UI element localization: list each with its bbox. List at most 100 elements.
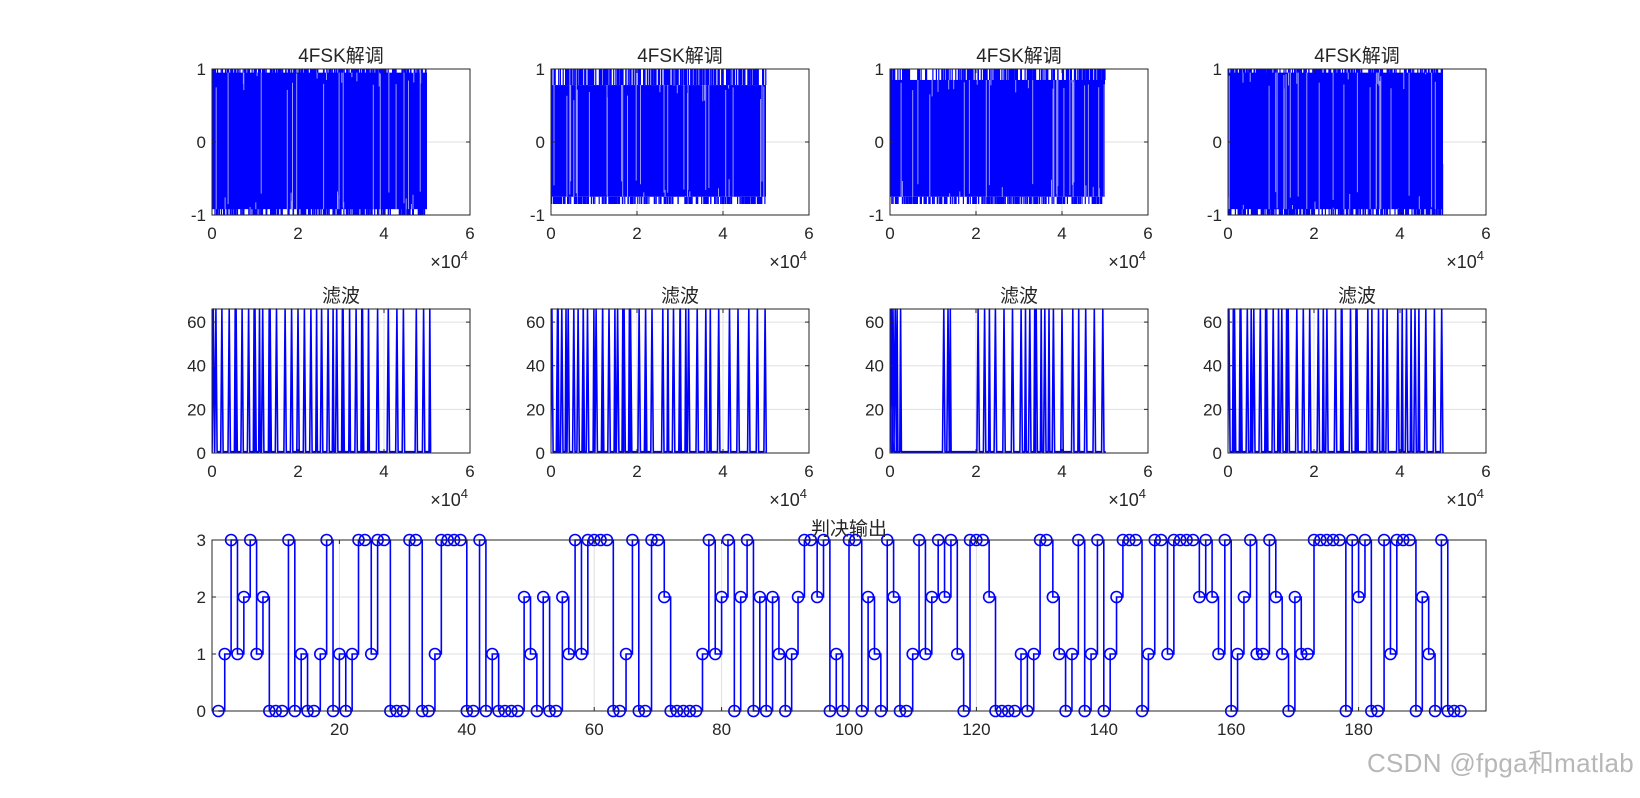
x-exponent-label: ×104 xyxy=(769,486,807,510)
signal-trace xyxy=(890,69,1106,205)
x-tick-label: 6 xyxy=(1143,224,1152,243)
y-tick-label: 1 xyxy=(536,60,545,79)
decision-marker xyxy=(1052,647,1066,661)
decision-marker xyxy=(772,647,786,661)
decision-marker xyxy=(1142,647,1155,661)
x-exponent-label: ×104 xyxy=(769,248,807,272)
subplot-title: 滤波 xyxy=(322,285,360,307)
decision-marker xyxy=(1110,590,1123,604)
decision-marker xyxy=(524,647,537,661)
x-tick-label: 0 xyxy=(885,224,894,243)
signal-trace xyxy=(212,69,427,215)
decision-marker xyxy=(556,590,569,604)
decision-marker xyxy=(766,590,779,604)
x-tick-label: 6 xyxy=(1481,462,1490,481)
data-layer xyxy=(212,69,427,215)
x-exponent-label: ×104 xyxy=(1108,486,1146,510)
x-exponent-label: ×104 xyxy=(1446,486,1484,510)
y-tick-label: -1 xyxy=(869,206,884,225)
axes-box xyxy=(550,308,810,454)
y-tick-label: 3 xyxy=(197,531,206,550)
x-tick-label: 0 xyxy=(207,224,216,243)
x-tick-label: 0 xyxy=(885,462,894,481)
decision-marker xyxy=(1084,647,1098,661)
decision-marker xyxy=(906,647,920,661)
y-tick-label: 0 xyxy=(875,133,884,152)
decision-marker xyxy=(938,590,951,604)
axes-box xyxy=(211,308,471,454)
x-tick-label: 4 xyxy=(379,224,388,243)
decision-marker xyxy=(1193,590,1206,604)
x-tick-label: 6 xyxy=(804,224,813,243)
subplot-title: 4FSK解调 xyxy=(1314,45,1400,67)
x-tick-label: 0 xyxy=(546,224,555,243)
x-exponent-label: ×104 xyxy=(430,486,468,510)
y-tick-label: 1 xyxy=(1213,60,1222,79)
y-tick-label: -1 xyxy=(1207,206,1222,225)
y-tick-label: 20 xyxy=(865,400,884,419)
axes-box xyxy=(1227,308,1487,454)
y-tick-label: -1 xyxy=(530,206,545,225)
plot-area xyxy=(890,309,1148,453)
decision-marker xyxy=(218,647,232,661)
subplot-9: 20 40 60 80 100 120 140 160 180 0 1 2 3 判决输出 xyxy=(197,518,1487,739)
decision-marker xyxy=(1275,647,1289,661)
decision-marker xyxy=(313,647,327,661)
decision-marker xyxy=(485,647,499,661)
axes-box xyxy=(889,308,1149,454)
decision-marker xyxy=(1027,647,1041,661)
decision-marker xyxy=(861,590,875,604)
x-tick-label: 2 xyxy=(971,462,980,481)
decision-marker xyxy=(1422,647,1435,661)
x-tick-label: 4 xyxy=(1057,224,1066,243)
decision-marker xyxy=(1231,647,1244,661)
x-tick-label: 0 xyxy=(1223,224,1232,243)
x-exponent-label: ×104 xyxy=(1446,248,1484,272)
decision-marker xyxy=(575,647,588,661)
decision-marker xyxy=(237,590,251,604)
decision-marker xyxy=(1416,590,1429,604)
decision-marker xyxy=(753,590,767,604)
x-exponent-label: ×104 xyxy=(1108,248,1146,272)
x-tick-label: 60 xyxy=(585,720,604,739)
x-tick-label: 4 xyxy=(718,224,727,243)
signal-texture xyxy=(553,85,765,197)
y-tick-label: 60 xyxy=(526,313,545,332)
decision-marker xyxy=(250,647,263,661)
x-tick-label: 6 xyxy=(804,462,813,481)
y-tick-label: 0 xyxy=(197,702,206,721)
decision-marker xyxy=(333,647,346,661)
subplot-title: 滤波 xyxy=(1338,285,1376,307)
x-tick-label: 4 xyxy=(1057,462,1066,481)
decision-marker xyxy=(919,647,932,661)
decision-marker xyxy=(1212,647,1225,661)
decision-marker xyxy=(708,647,722,661)
x-tick-label: 0 xyxy=(207,462,216,481)
subplot-title: 判决输出 xyxy=(811,518,887,540)
filtered-signal xyxy=(890,308,1106,453)
x-tick-label: 2 xyxy=(1309,224,1318,243)
decision-marker xyxy=(562,647,576,661)
decision-marker xyxy=(256,590,270,604)
x-tick-label: 40 xyxy=(457,720,476,739)
x-tick-label: 2 xyxy=(632,224,641,243)
decision-marker xyxy=(982,590,996,604)
decision-marker xyxy=(1103,647,1117,661)
decision-marker xyxy=(517,590,531,604)
decision-marker xyxy=(785,647,798,661)
x-tick-label: 2 xyxy=(293,224,302,243)
filtered-signal xyxy=(1228,308,1444,453)
signal-texture xyxy=(215,72,422,210)
y-tick-label: 0 xyxy=(875,444,884,463)
x-tick-label: 4 xyxy=(1395,462,1404,481)
decision-marker xyxy=(734,590,748,604)
decision-marker xyxy=(868,647,881,661)
decision-marker xyxy=(696,647,709,661)
y-tick-label: 20 xyxy=(187,400,206,419)
signal-band xyxy=(890,79,1105,197)
